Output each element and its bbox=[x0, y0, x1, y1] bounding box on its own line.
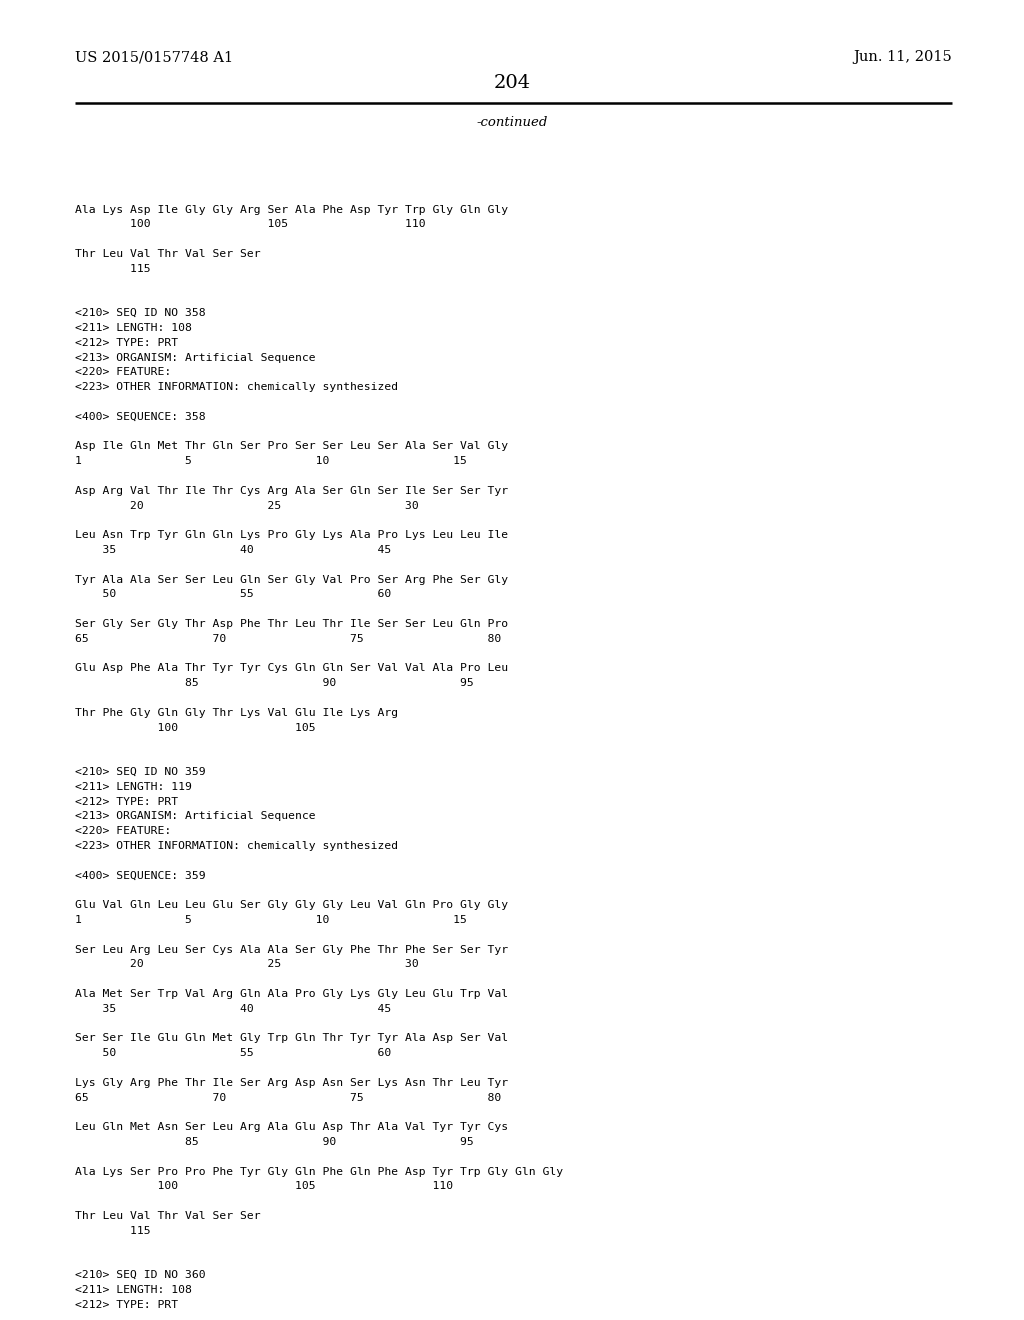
Text: <210> SEQ ID NO 360: <210> SEQ ID NO 360 bbox=[75, 1270, 206, 1280]
Text: <400> SEQUENCE: 359: <400> SEQUENCE: 359 bbox=[75, 871, 206, 880]
Text: 35                  40                  45: 35 40 45 bbox=[75, 1003, 391, 1014]
Text: <211> LENGTH: 119: <211> LENGTH: 119 bbox=[75, 781, 191, 792]
Text: <211> LENGTH: 108: <211> LENGTH: 108 bbox=[75, 1284, 191, 1295]
Text: 1               5                  10                  15: 1 5 10 15 bbox=[75, 457, 467, 466]
Text: Tyr Ala Ala Ser Ser Leu Gln Ser Gly Val Pro Ser Arg Phe Ser Gly: Tyr Ala Ala Ser Ser Leu Gln Ser Gly Val … bbox=[75, 574, 508, 585]
Text: Ala Lys Asp Ile Gly Gly Arg Ser Ala Phe Asp Tyr Trp Gly Gln Gly: Ala Lys Asp Ile Gly Gly Arg Ser Ala Phe … bbox=[75, 205, 508, 215]
Text: <212> TYPE: PRT: <212> TYPE: PRT bbox=[75, 796, 178, 807]
Text: 115: 115 bbox=[75, 264, 151, 273]
Text: Ser Gly Ser Gly Thr Asp Phe Thr Leu Thr Ile Ser Ser Leu Gln Pro: Ser Gly Ser Gly Thr Asp Phe Thr Leu Thr … bbox=[75, 619, 508, 630]
Text: <212> TYPE: PRT: <212> TYPE: PRT bbox=[75, 338, 178, 347]
Text: <213> ORGANISM: Artificial Sequence: <213> ORGANISM: Artificial Sequence bbox=[75, 352, 315, 363]
Text: Ala Lys Ser Pro Pro Phe Tyr Gly Gln Phe Gln Phe Asp Tyr Trp Gly Gln Gly: Ala Lys Ser Pro Pro Phe Tyr Gly Gln Phe … bbox=[75, 1167, 563, 1176]
Text: Ser Leu Arg Leu Ser Cys Ala Ala Ser Gly Phe Thr Phe Ser Ser Tyr: Ser Leu Arg Leu Ser Cys Ala Ala Ser Gly … bbox=[75, 945, 508, 954]
Text: 50                  55                  60: 50 55 60 bbox=[75, 1048, 391, 1059]
Text: <223> OTHER INFORMATION: chemically synthesized: <223> OTHER INFORMATION: chemically synt… bbox=[75, 841, 398, 851]
Text: Leu Gln Met Asn Ser Leu Arg Ala Glu Asp Thr Ala Val Tyr Tyr Cys: Leu Gln Met Asn Ser Leu Arg Ala Glu Asp … bbox=[75, 1122, 508, 1133]
Text: Jun. 11, 2015: Jun. 11, 2015 bbox=[854, 50, 952, 65]
Text: 100                 105                 110: 100 105 110 bbox=[75, 1181, 453, 1192]
Text: <212> TYPE: PRT: <212> TYPE: PRT bbox=[75, 1300, 178, 1309]
Text: 65                  70                  75                  80: 65 70 75 80 bbox=[75, 634, 501, 644]
Text: 50                  55                  60: 50 55 60 bbox=[75, 590, 391, 599]
Text: 20                  25                  30: 20 25 30 bbox=[75, 500, 419, 511]
Text: <211> LENGTH: 108: <211> LENGTH: 108 bbox=[75, 323, 191, 333]
Text: Thr Leu Val Thr Val Ser Ser: Thr Leu Val Thr Val Ser Ser bbox=[75, 249, 260, 259]
Text: 20                  25                  30: 20 25 30 bbox=[75, 960, 419, 969]
Text: <210> SEQ ID NO 359: <210> SEQ ID NO 359 bbox=[75, 767, 206, 777]
Text: Asp Ile Gln Met Thr Gln Ser Pro Ser Ser Leu Ser Ala Ser Val Gly: Asp Ile Gln Met Thr Gln Ser Pro Ser Ser … bbox=[75, 441, 508, 451]
Text: 35                  40                  45: 35 40 45 bbox=[75, 545, 391, 554]
Text: <210> SEQ ID NO 358: <210> SEQ ID NO 358 bbox=[75, 308, 206, 318]
Text: Leu Asn Trp Tyr Gln Gln Lys Pro Gly Lys Ala Pro Lys Leu Leu Ile: Leu Asn Trp Tyr Gln Gln Lys Pro Gly Lys … bbox=[75, 531, 508, 540]
Text: Glu Val Gln Leu Leu Glu Ser Gly Gly Gly Leu Val Gln Pro Gly Gly: Glu Val Gln Leu Leu Glu Ser Gly Gly Gly … bbox=[75, 900, 508, 911]
Text: Glu Asp Phe Ala Thr Tyr Tyr Cys Gln Gln Ser Val Val Ala Pro Leu: Glu Asp Phe Ala Thr Tyr Tyr Cys Gln Gln … bbox=[75, 664, 508, 673]
Text: Asp Arg Val Thr Ile Thr Cys Arg Ala Ser Gln Ser Ile Ser Ser Tyr: Asp Arg Val Thr Ile Thr Cys Arg Ala Ser … bbox=[75, 486, 508, 496]
Text: 85                  90                  95: 85 90 95 bbox=[75, 678, 473, 688]
Text: 85                  90                  95: 85 90 95 bbox=[75, 1137, 473, 1147]
Text: 100                 105: 100 105 bbox=[75, 722, 315, 733]
Text: <220> FEATURE:: <220> FEATURE: bbox=[75, 367, 171, 378]
Text: 1               5                  10                  15: 1 5 10 15 bbox=[75, 915, 467, 925]
Text: Ser Ser Ile Glu Gln Met Gly Trp Gln Thr Tyr Tyr Ala Asp Ser Val: Ser Ser Ile Glu Gln Met Gly Trp Gln Thr … bbox=[75, 1034, 508, 1043]
Text: Lys Gly Arg Phe Thr Ile Ser Arg Asp Asn Ser Lys Asn Thr Leu Tyr: Lys Gly Arg Phe Thr Ile Ser Arg Asp Asn … bbox=[75, 1078, 508, 1088]
Text: <213> ORGANISM: Artificial Sequence: <213> ORGANISM: Artificial Sequence bbox=[75, 812, 315, 821]
Text: <400> SEQUENCE: 358: <400> SEQUENCE: 358 bbox=[75, 412, 206, 422]
Text: Thr Phe Gly Gln Gly Thr Lys Val Glu Ile Lys Arg: Thr Phe Gly Gln Gly Thr Lys Val Glu Ile … bbox=[75, 708, 398, 718]
Text: 65                  70                  75                  80: 65 70 75 80 bbox=[75, 1093, 501, 1102]
Text: US 2015/0157748 A1: US 2015/0157748 A1 bbox=[75, 50, 232, 65]
Text: -continued: -continued bbox=[476, 116, 548, 129]
Text: Thr Leu Val Thr Val Ser Ser: Thr Leu Val Thr Val Ser Ser bbox=[75, 1210, 260, 1221]
Text: 100                 105                 110: 100 105 110 bbox=[75, 219, 425, 230]
Text: 115: 115 bbox=[75, 1226, 151, 1236]
Text: <223> OTHER INFORMATION: chemically synthesized: <223> OTHER INFORMATION: chemically synt… bbox=[75, 383, 398, 392]
Text: Ala Met Ser Trp Val Arg Gln Ala Pro Gly Lys Gly Leu Glu Trp Val: Ala Met Ser Trp Val Arg Gln Ala Pro Gly … bbox=[75, 989, 508, 999]
Text: <220> FEATURE:: <220> FEATURE: bbox=[75, 826, 171, 836]
Text: 204: 204 bbox=[494, 74, 530, 92]
